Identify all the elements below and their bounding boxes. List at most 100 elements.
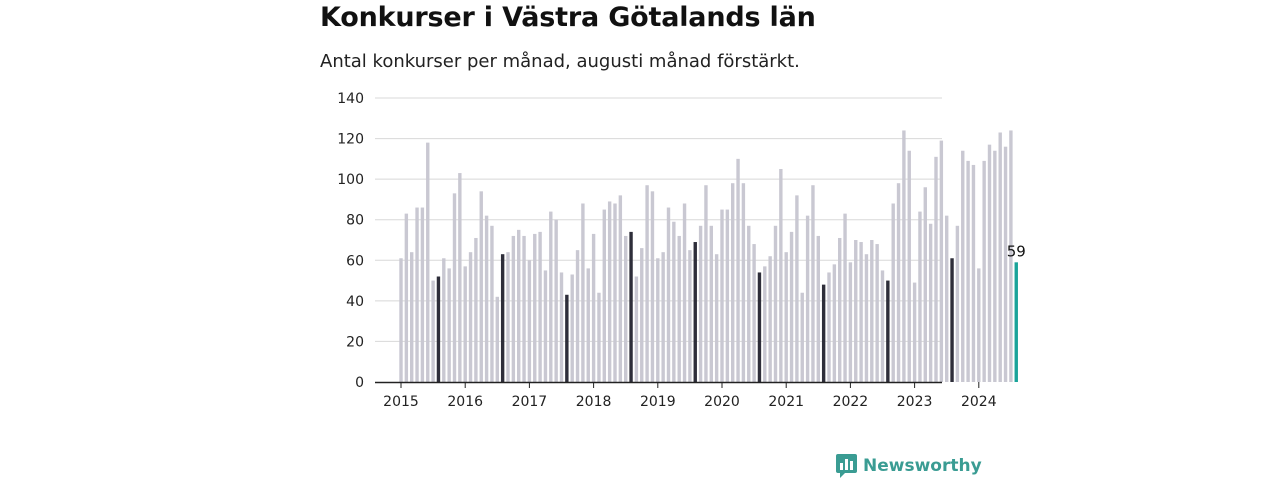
bar [463,266,467,382]
bar [500,254,505,382]
bar [832,264,837,382]
bar [725,209,730,382]
bar [945,215,949,382]
bar [950,258,954,382]
bar [511,235,516,382]
bar [597,292,601,382]
bar-chart-speech-bubble-icon [836,454,857,478]
bar [838,237,842,382]
bar [918,211,922,382]
y-tick-label: 0 [355,375,364,391]
bar [961,150,965,382]
bar [843,213,847,382]
bar [565,294,569,382]
bar [768,256,772,382]
bar [426,142,430,382]
bar [891,203,895,382]
bar [827,272,831,382]
bar [618,195,623,382]
x-tick-label: 2021 [768,394,804,410]
x-tick-label: 2016 [447,394,483,410]
bar [559,272,564,382]
x-tick-label: 2024 [961,394,997,410]
bar [543,270,548,382]
bar [672,221,676,382]
bar [720,209,724,382]
bar [864,254,869,382]
bar [939,140,944,382]
bar [816,235,820,382]
bar [896,183,901,382]
bar [714,254,719,382]
bar [1014,262,1018,382]
x-tick-label: 2017 [512,394,548,410]
bar [966,160,970,382]
x-tick-label: 2018 [576,394,612,410]
bar [955,225,960,382]
bar [420,207,425,382]
bar [436,276,441,382]
bar [800,292,804,382]
bar [607,201,612,382]
bar [912,282,917,382]
bar [484,215,489,382]
bar [934,156,938,382]
bar [634,276,639,382]
bar [458,173,462,382]
data-label-latest: 59 [1007,242,1026,260]
bar [495,296,499,382]
bar [415,207,419,382]
x-tick-label: 2022 [833,394,869,410]
bar [784,252,788,382]
bar [399,258,403,382]
bar [977,268,981,382]
bar [490,225,494,382]
bar [731,183,735,382]
bar [752,244,756,382]
bar [661,252,665,382]
bar [773,225,778,382]
bar [693,242,697,382]
bar [698,225,703,382]
y-tick-label: 60 [346,253,364,269]
bar [993,150,997,382]
bar [591,233,596,382]
bar [431,280,435,382]
bar [982,160,986,382]
chart-subtitle: Antal konkurser per månad, augusti månad… [320,51,800,72]
bar [602,209,606,382]
bar [859,242,863,382]
x-tick-label: 2015 [383,394,419,410]
bar [650,191,655,382]
bar [998,132,1002,382]
bar [821,284,826,382]
bar [886,280,890,382]
bar [522,235,526,382]
newsworthy-logo[interactable]: Newsworthy [836,454,982,478]
y-tick-label: 140 [337,91,364,107]
bar [404,213,409,382]
bar [971,164,976,382]
bar [736,158,740,382]
bar [613,203,617,382]
bar-chart: 0 20 40 60 80 100 120 140 59 2015 2016 2017 2018 2019… [337,91,1026,410]
bar [517,229,521,382]
bar [447,268,451,382]
bar [570,274,574,382]
bar [805,215,810,382]
bar [907,150,911,382]
y-tick-label: 100 [337,172,364,188]
bar [688,250,692,382]
bar [923,187,927,382]
y-tick-label: 40 [346,294,364,310]
bar [452,193,457,382]
bar [624,235,628,382]
bar [677,235,681,382]
bar [848,262,853,382]
bar [549,211,553,382]
bar [682,203,687,382]
y-tick-label: 20 [346,334,364,350]
bar [410,252,414,382]
bar [468,252,473,382]
bar [811,185,815,382]
